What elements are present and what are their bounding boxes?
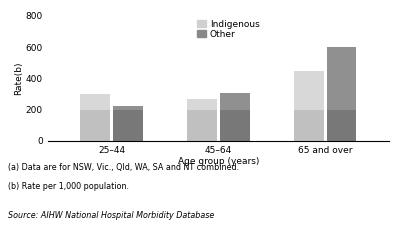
Bar: [187, 99, 217, 109]
Bar: [220, 93, 250, 109]
Bar: [294, 71, 324, 109]
Legend: Indigenous, Other: Indigenous, Other: [196, 18, 262, 41]
Bar: [294, 109, 324, 141]
Bar: [113, 109, 143, 141]
Text: (a) Data are for NSW, Vic., Qld, WA, SA and NT combined.: (a) Data are for NSW, Vic., Qld, WA, SA …: [8, 163, 239, 173]
Bar: [113, 106, 143, 109]
Text: (b) Rate per 1,000 population.: (b) Rate per 1,000 population.: [8, 182, 129, 191]
Bar: [80, 109, 110, 141]
Bar: [80, 94, 110, 109]
Text: Source: AIHW National Hospital Morbidity Database: Source: AIHW National Hospital Morbidity…: [8, 211, 214, 220]
X-axis label: Age group (years): Age group (years): [178, 157, 259, 166]
Bar: [327, 47, 357, 109]
Bar: [187, 109, 217, 141]
Bar: [327, 109, 357, 141]
Y-axis label: Rate(b): Rate(b): [14, 62, 23, 95]
Bar: [220, 109, 250, 141]
